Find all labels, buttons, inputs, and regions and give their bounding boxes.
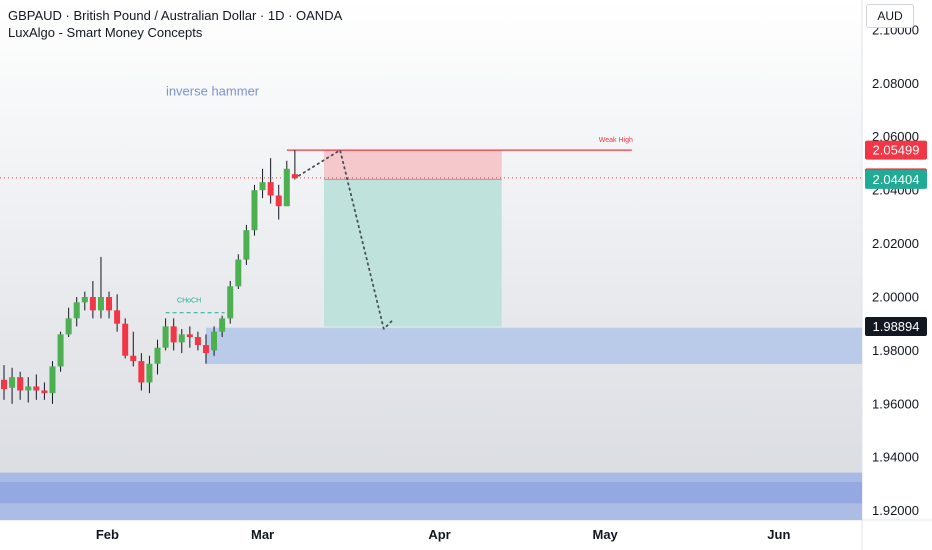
candle-body: [203, 345, 209, 354]
candle-body: [81, 296, 88, 303]
y-tick-label: 1.92000: [872, 503, 919, 518]
candle-body: [97, 296, 104, 311]
candle-body: [283, 168, 290, 207]
candle-body: [267, 182, 274, 196]
candle-body: [170, 326, 177, 343]
candle-body: [291, 174, 298, 179]
y-tick-label: 2.06000: [872, 129, 919, 144]
x-tick-label: Mar: [251, 527, 274, 542]
candle-body: [243, 230, 250, 260]
candle-body: [89, 296, 96, 311]
choch-label: CHoCH: [177, 298, 201, 305]
y-tick-label: 2.02000: [872, 236, 919, 251]
bottom-zone-band: [0, 482, 862, 504]
candle-body: [154, 347, 161, 364]
price-badge: [865, 317, 927, 337]
candle-body: [251, 190, 258, 231]
y-tick-label: 1.96000: [872, 396, 919, 411]
candle-body: [41, 390, 48, 394]
price-badge: [865, 169, 927, 189]
weak-high-label: Weak High: [599, 137, 633, 144]
candle-body: [65, 318, 72, 335]
projection-path: [297, 148, 393, 331]
demand-zone: [206, 327, 862, 365]
take-profit-zone: [323, 179, 502, 327]
candle-body: [9, 377, 16, 388]
candle-body: [33, 386, 40, 391]
candle-body: [130, 355, 137, 362]
y-tick-label: 2.00000: [872, 289, 919, 304]
candle-body: [106, 296, 113, 311]
price-badge-label: 2.05499: [873, 143, 920, 158]
x-tick-label: Apr: [428, 527, 450, 542]
candle-body: [259, 182, 266, 191]
candle-body: [17, 377, 24, 391]
candle-body: [122, 323, 129, 356]
inverse-hammer-label: inverse hammer: [166, 83, 260, 98]
candle-body: [194, 337, 201, 346]
candle-body: [138, 361, 145, 383]
x-tick-label: Feb: [96, 527, 119, 542]
indicator-title[interactable]: LuxAlgo - Smart Money Concepts: [8, 25, 203, 40]
candle-body: [49, 366, 56, 394]
candle-body: [275, 195, 282, 207]
x-tick-label: Jun: [767, 527, 790, 542]
symbol-title[interactable]: GBPAUD · British Pound / Australian Doll…: [8, 8, 343, 23]
x-tick-label: May: [593, 527, 619, 542]
candle-body: [162, 326, 169, 348]
candle-body: [227, 286, 234, 319]
candle-body: [25, 386, 32, 391]
price-badge: [865, 140, 927, 160]
candle-body: [219, 318, 226, 332]
candle-body: [57, 334, 64, 367]
price-badge-label: 1.98894: [873, 319, 920, 334]
y-tick-label: 1.98000: [872, 343, 919, 358]
candle-body: [211, 331, 218, 351]
price-badge-label: 2.04404: [873, 172, 920, 187]
candle-body: [1, 379, 7, 390]
candle-body: [146, 363, 153, 383]
y-tick-label: 1.94000: [872, 450, 919, 465]
candle-body: [235, 259, 242, 287]
currency-button[interactable]: AUD: [866, 4, 914, 28]
stop-loss-zone: [323, 150, 502, 180]
y-tick-label: 2.08000: [872, 76, 919, 91]
candle-body: [186, 334, 193, 338]
candle-body: [178, 334, 185, 343]
candle-body: [73, 302, 80, 319]
candle-body: [114, 310, 121, 324]
